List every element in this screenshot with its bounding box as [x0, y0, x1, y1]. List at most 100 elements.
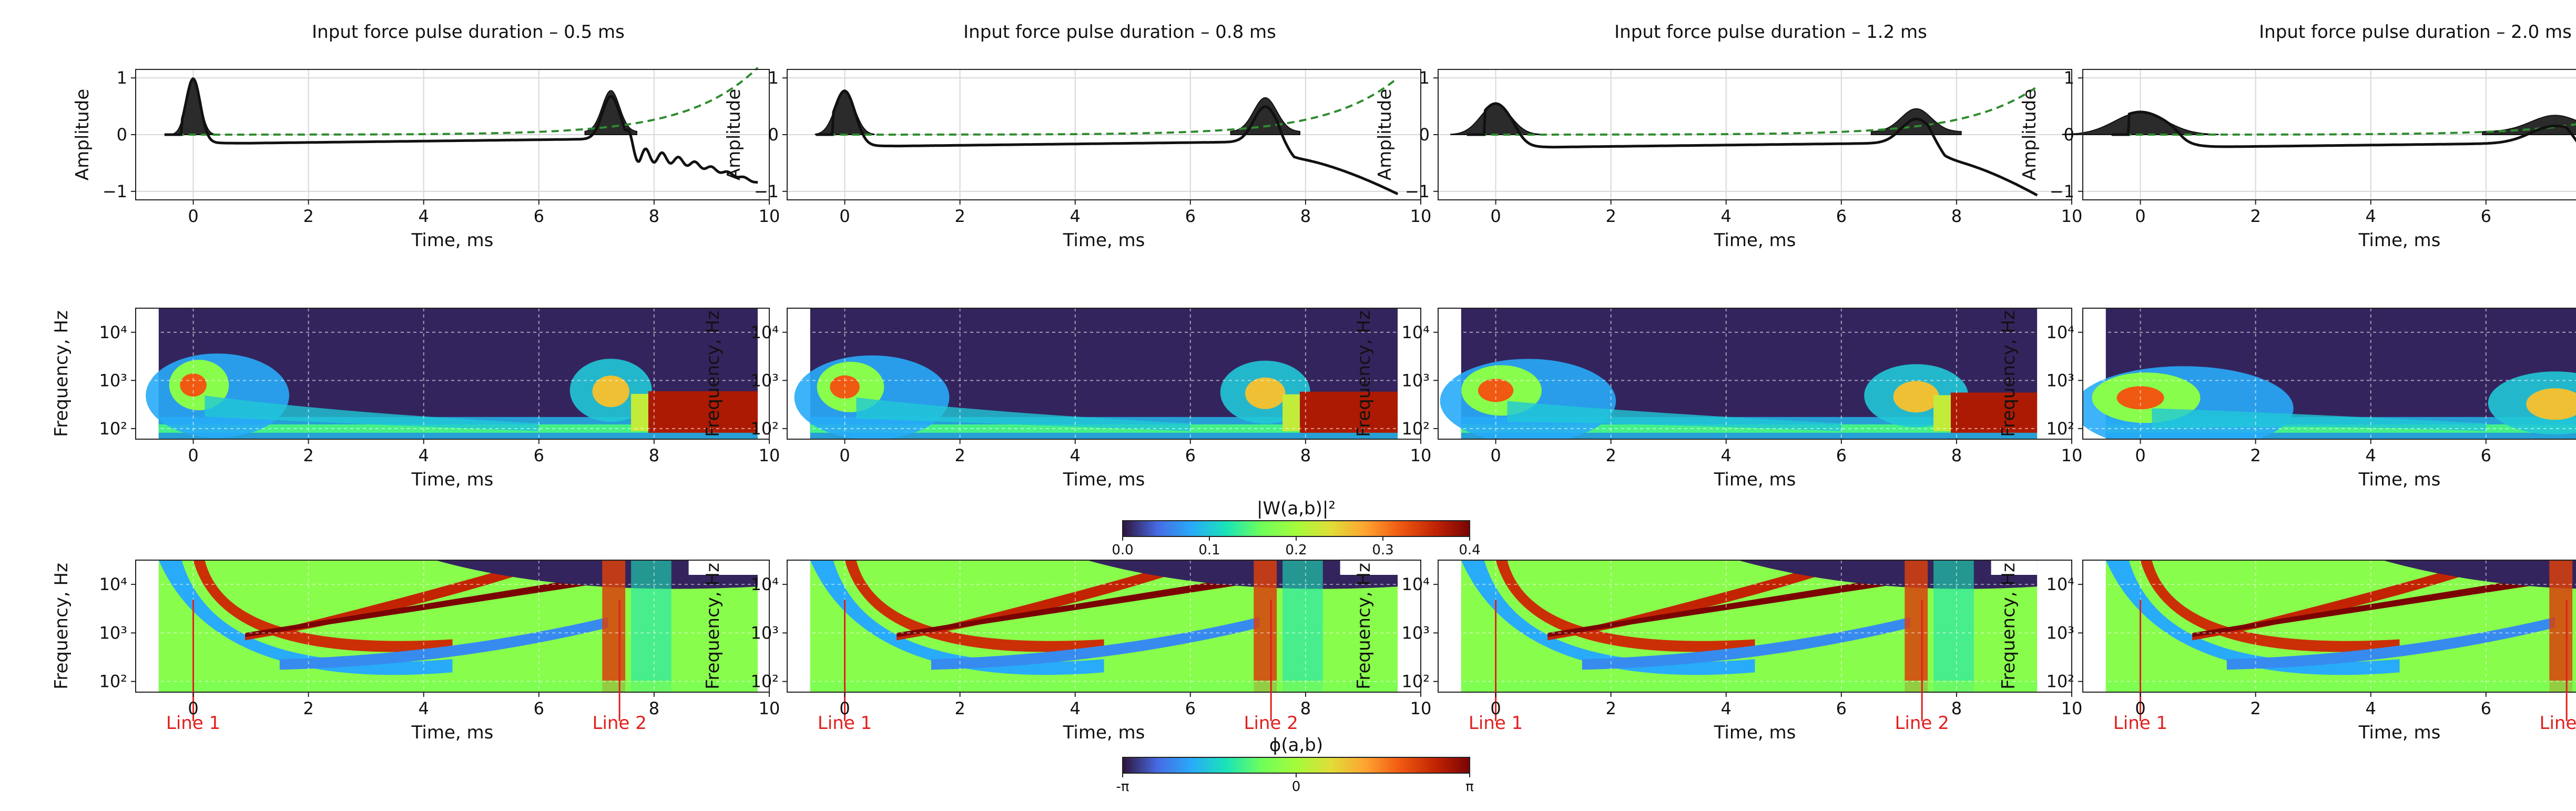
x-tick-label: 6	[2481, 445, 2491, 465]
x-tick-label: 2	[303, 206, 313, 226]
reference-line	[1467, 86, 2038, 136]
axes-frame	[2082, 560, 2576, 693]
x-tick-label: 8	[649, 698, 659, 718]
x-tick-label: 4	[1721, 206, 1732, 226]
energy-decay-wing	[856, 397, 1190, 431]
colorbar-tick-label: 0.4	[1459, 542, 1480, 558]
y-tick-label: −1	[1405, 181, 1430, 201]
marker-label-1: Line 1	[166, 713, 220, 734]
x-axis-label: Time, ms	[1063, 722, 1145, 743]
y-tick-label: 10⁴	[2046, 322, 2074, 342]
subplot-title: Input force pulse duration – 1.2 ms	[1614, 22, 1927, 43]
y-axis-label: Amplitude	[2019, 89, 2040, 180]
colorbar-tick-label: -π	[1116, 779, 1129, 795]
x-tick-label: 0	[2135, 206, 2145, 226]
phase-band-red-1	[2140, 560, 2400, 652]
phase-chirp-line	[2192, 573, 2561, 637]
x-tick-label: 0	[188, 445, 198, 465]
x-tick-label: 0	[188, 698, 198, 718]
x-tick-label: 0	[2135, 698, 2145, 718]
y-tick-label: 10²	[99, 419, 127, 439]
y-tick-label: 10²	[2046, 672, 2074, 692]
y-tick-label: 0	[2064, 125, 2074, 145]
empty-region	[2037, 308, 2072, 439]
marker-label-1: Line 1	[818, 713, 872, 734]
phase-band-red-1	[1495, 560, 1755, 652]
x-tick-label: 2	[1605, 206, 1616, 226]
colorbar-gradient	[1122, 520, 1470, 537]
y-tick-label: 10²	[1401, 419, 1430, 439]
y-axis-label: Frequency, Hz	[1353, 310, 1374, 437]
y-tick-label: 10⁴	[1401, 574, 1430, 594]
response-line	[1467, 102, 2038, 197]
phase-image	[810, 560, 1421, 692]
phase-vertical-band-2	[1282, 560, 1323, 692]
phase-vertical-band-2	[631, 560, 671, 692]
y-tick-label: 10⁴	[99, 574, 127, 594]
colorbar-tick-label: 0.2	[1285, 542, 1307, 558]
late-energy-block	[1299, 391, 1398, 433]
x-tick-label: 0	[1490, 698, 1501, 718]
y-tick-label: 10²	[750, 672, 779, 692]
y-tick-label: 10⁴	[2046, 574, 2074, 594]
y-axis-label: Frequency, Hz	[702, 563, 724, 690]
phase-chirp-line	[897, 573, 1266, 637]
marker-label-2: Line 2	[593, 713, 647, 734]
empty-region	[1398, 560, 1421, 692]
phase-image	[158, 560, 769, 692]
phase-dark-region	[435, 560, 758, 589]
x-tick-label: 6	[1185, 698, 1196, 718]
phase-low-strip	[158, 681, 758, 692]
late-energy-block	[1950, 392, 2038, 433]
phase-band-red-1	[193, 560, 453, 652]
x-tick-label: 4	[1070, 698, 1081, 718]
axes-frame	[787, 308, 1421, 440]
y-tick-label: 10⁴	[99, 322, 127, 342]
y-axis-label: Amplitude	[724, 89, 745, 180]
y-tick-label: 1	[1419, 68, 1430, 88]
scalogram-image	[794, 308, 1421, 439]
late-energy-edge	[1933, 395, 1951, 431]
column-1: Input force pulse duration – 0.5 ms 0 2 4 6 8…	[51, 22, 780, 743]
phase-band-red-1	[844, 560, 1104, 652]
x-tick-label: 0	[188, 206, 198, 226]
x-axis-label: Time, ms	[1063, 469, 1145, 490]
x-tick-label: 6	[1185, 206, 1196, 226]
x-tick-label: 10	[759, 698, 780, 718]
x-tick-label: 4	[1070, 445, 1081, 465]
y-tick-label: 10⁴	[750, 322, 779, 342]
y-tick-label: 10²	[1401, 672, 1430, 692]
empty-region	[2037, 560, 2072, 692]
y-tick-label: −1	[2050, 181, 2074, 201]
x-tick-label: 6	[2481, 206, 2491, 226]
response-line	[816, 89, 1399, 196]
x-tick-label: 4	[419, 698, 429, 718]
y-tick-label: 0	[117, 125, 127, 145]
x-tick-label: 2	[954, 206, 965, 226]
y-tick-label: 1	[768, 68, 779, 88]
x-tick-label: 8	[1951, 206, 1962, 226]
x-tick-label: 10	[1410, 698, 1432, 718]
subplot-title: Input force pulse duration – 0.5 ms	[312, 22, 625, 43]
x-tick-label: 6	[2481, 698, 2491, 718]
x-tick-label: 6	[1836, 445, 1847, 465]
y-tick-label: −1	[754, 181, 779, 201]
colorbar-phase: ϕ(a,b) -π 0 π	[1116, 735, 1473, 795]
x-tick-label: 2	[2250, 698, 2261, 718]
x-tick-label: 2	[2250, 206, 2261, 226]
x-tick-label: 6	[1836, 206, 1847, 226]
scalogram-image	[146, 308, 769, 439]
x-tick-label: 8	[1300, 445, 1311, 465]
x-tick-label: 4	[2366, 445, 2376, 465]
reference-line	[2111, 123, 2576, 136]
phase-vertical-band	[1905, 560, 1928, 692]
phase-band-blue	[158, 560, 453, 675]
empty-region	[758, 308, 769, 439]
